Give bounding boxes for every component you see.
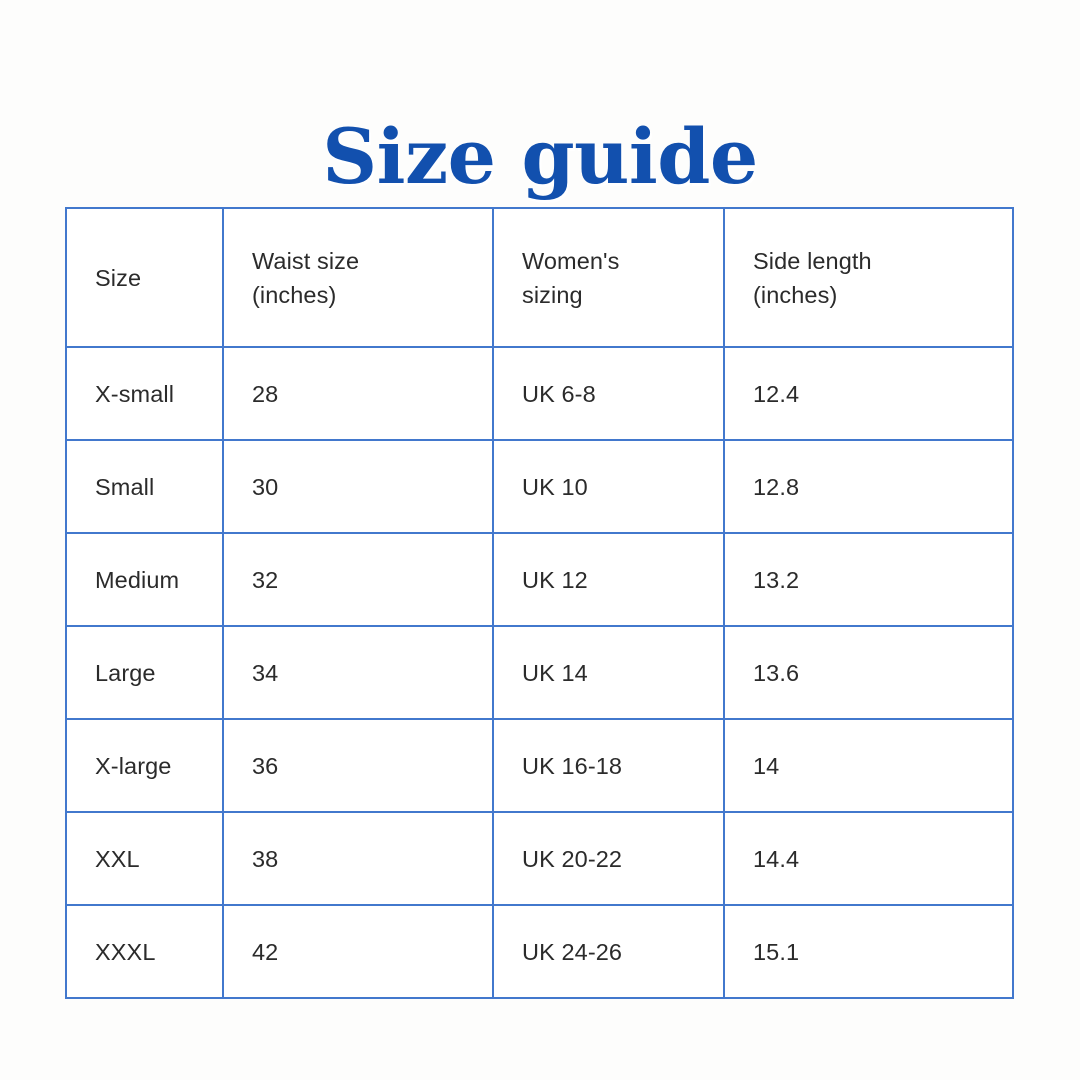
cell-womens: UK 6-8 [492,346,725,441]
cell-waist: 34 [222,625,494,720]
cell-womens: UK 10 [492,439,725,534]
table-row: X-large 36 UK 16-18 14 [65,718,1014,813]
cell-womens: UK 12 [492,532,725,627]
table-header-row: Size Waist size (inches) Women's sizing … [65,207,1014,348]
cell-side: 15.1 [723,904,1014,999]
table-row: XXL 38 UK 20-22 14.4 [65,811,1014,906]
column-header-waist-size-line1: Waist size [252,247,360,274]
cell-side: 12.8 [723,439,1014,534]
column-header-size: Size [65,207,224,348]
page-title: Size guide [322,111,758,201]
cell-side: 13.2 [723,532,1014,627]
table-body: X-small 28 UK 6-8 12.4 Small 30 UK 10 12… [65,346,1014,999]
table-row: Large 34 UK 14 13.6 [65,625,1014,720]
cell-size: Medium [65,532,224,627]
table-row: Small 30 UK 10 12.8 [65,439,1014,534]
table-row: Medium 32 UK 12 13.2 [65,532,1014,627]
column-header-size-line1: Size [95,264,142,291]
cell-waist: 38 [222,811,494,906]
cell-size: XXL [65,811,224,906]
column-header-waist-size: Waist size (inches) [222,207,494,348]
cell-waist: 30 [222,439,494,534]
cell-waist: 28 [222,346,494,441]
cell-womens: UK 16-18 [492,718,725,813]
cell-waist: 32 [222,532,494,627]
cell-side: 13.6 [723,625,1014,720]
cell-size: X-small [65,346,224,441]
cell-size: XXXL [65,904,224,999]
cell-womens: UK 24-26 [492,904,725,999]
table-header: Size Waist size (inches) Women's sizing … [65,207,1014,348]
table-row: XXXL 42 UK 24-26 15.1 [65,904,1014,999]
cell-side: 12.4 [723,346,1014,441]
size-guide-table: Size Waist size (inches) Women's sizing … [65,207,1014,999]
column-header-side-length: Side length (inches) [723,207,1014,348]
table-row: X-small 28 UK 6-8 12.4 [65,346,1014,441]
cell-side: 14.4 [723,811,1014,906]
cell-side: 14 [723,718,1014,813]
cell-womens: UK 20-22 [492,811,725,906]
cell-womens: UK 14 [492,625,725,720]
cell-waist: 42 [222,904,494,999]
column-header-side-length-line2: (inches) [753,281,838,308]
cell-size: X-large [65,718,224,813]
column-header-womens-sizing: Women's sizing [492,207,725,348]
cell-size: Small [65,439,224,534]
column-header-side-length-line1: Side length [753,247,872,274]
column-header-waist-size-line2: (inches) [252,281,337,308]
cell-waist: 36 [222,718,494,813]
cell-size: Large [65,625,224,720]
column-header-womens-sizing-line1: Women's [522,247,620,274]
column-header-womens-sizing-line2: sizing [522,281,583,308]
